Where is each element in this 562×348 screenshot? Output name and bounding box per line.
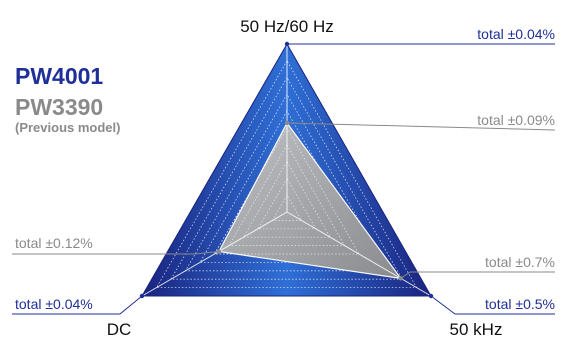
grid-ring-inner	[257, 177, 317, 230]
grid-ring	[184, 93, 389, 272]
data-label-pw4001: total ±0.04%	[477, 26, 555, 42]
grid-ring	[155, 59, 418, 289]
data-label-pw3390: total ±0.12%	[15, 235, 93, 251]
axis-label: 50 kHz	[450, 320, 503, 339]
series-pw3390-area	[217, 121, 403, 280]
axis-spoke	[141, 211, 288, 297]
leader-line-pw3390	[286, 122, 556, 131]
leader-line-pw3390	[400, 271, 411, 279]
data-label-pw3390: total ±0.09%	[477, 112, 555, 128]
axis-label: 50 Hz/60 Hz	[240, 17, 334, 36]
grid-ring	[170, 76, 403, 280]
legend-previous-model-note: (Previous model)	[15, 120, 121, 135]
data-label-pw4001: total ±0.04%	[15, 296, 93, 312]
grid-ring-inner	[242, 160, 331, 238]
leader-line-pw4001	[119, 295, 143, 315]
axis-spoke	[286, 211, 432, 297]
legend-previous-model: PW3390	[15, 94, 104, 120]
data-label-pw3390: total ±0.7%	[485, 254, 555, 270]
leader-line-pw3390	[194, 250, 219, 255]
legend-new-model: PW4001	[15, 63, 104, 89]
axis-label: DC	[107, 320, 132, 339]
data-label-pw4001: total ±0.5%	[485, 296, 555, 312]
grid-ring-inner	[213, 127, 360, 255]
grid-ring-inner	[271, 194, 303, 221]
leader-line-pw4001	[430, 295, 456, 315]
